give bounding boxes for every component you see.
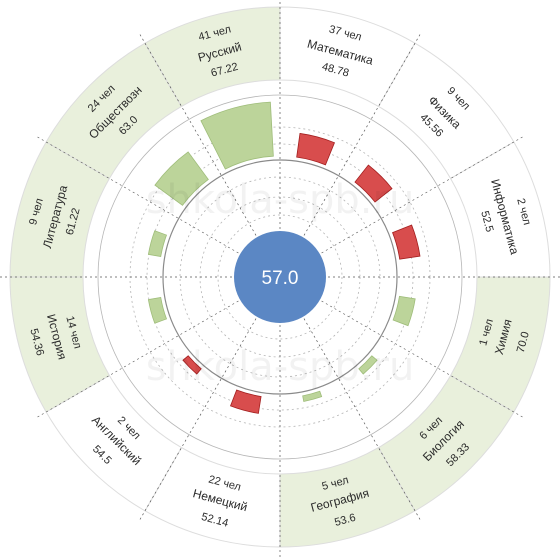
ring-bands [9,6,551,548]
bar-6 [229,389,262,414]
segment-score-label: 53.6 [333,512,357,529]
bar-0 [296,132,336,166]
watermark-top: shkola-spb.ru [146,177,415,223]
radial-divider [37,300,239,418]
watermarks: shkola-spb.ru shkola-spb.ru [146,177,415,390]
watermark-bottom: shkola-spb.ru [146,344,415,390]
bar-5 [302,390,323,402]
bar-3 [392,295,416,327]
bar-1 [354,164,393,203]
radial-divider [321,136,523,254]
segment-score-label: 52.5 [478,210,495,234]
radial-divider [303,318,421,520]
bar-8 [147,296,168,324]
bar-7 [182,355,202,375]
radial-divider [321,300,523,418]
bar-11 [200,101,274,170]
center-average-value: 57.0 [262,268,299,289]
radial-divider [37,136,239,254]
bars [147,101,421,414]
guide-circle [97,94,463,460]
guide-circle [217,214,343,340]
center-average-circle [234,231,326,323]
radial-divider [303,34,421,236]
baseline-circle [162,159,398,395]
bar-4 [358,355,378,375]
radial-divider [139,34,257,236]
segment-score-label: 70.0 [515,330,532,354]
bar-10 [154,151,209,206]
bar-9 [147,230,168,258]
bar-2 [392,224,421,260]
radial-divider [139,318,257,520]
